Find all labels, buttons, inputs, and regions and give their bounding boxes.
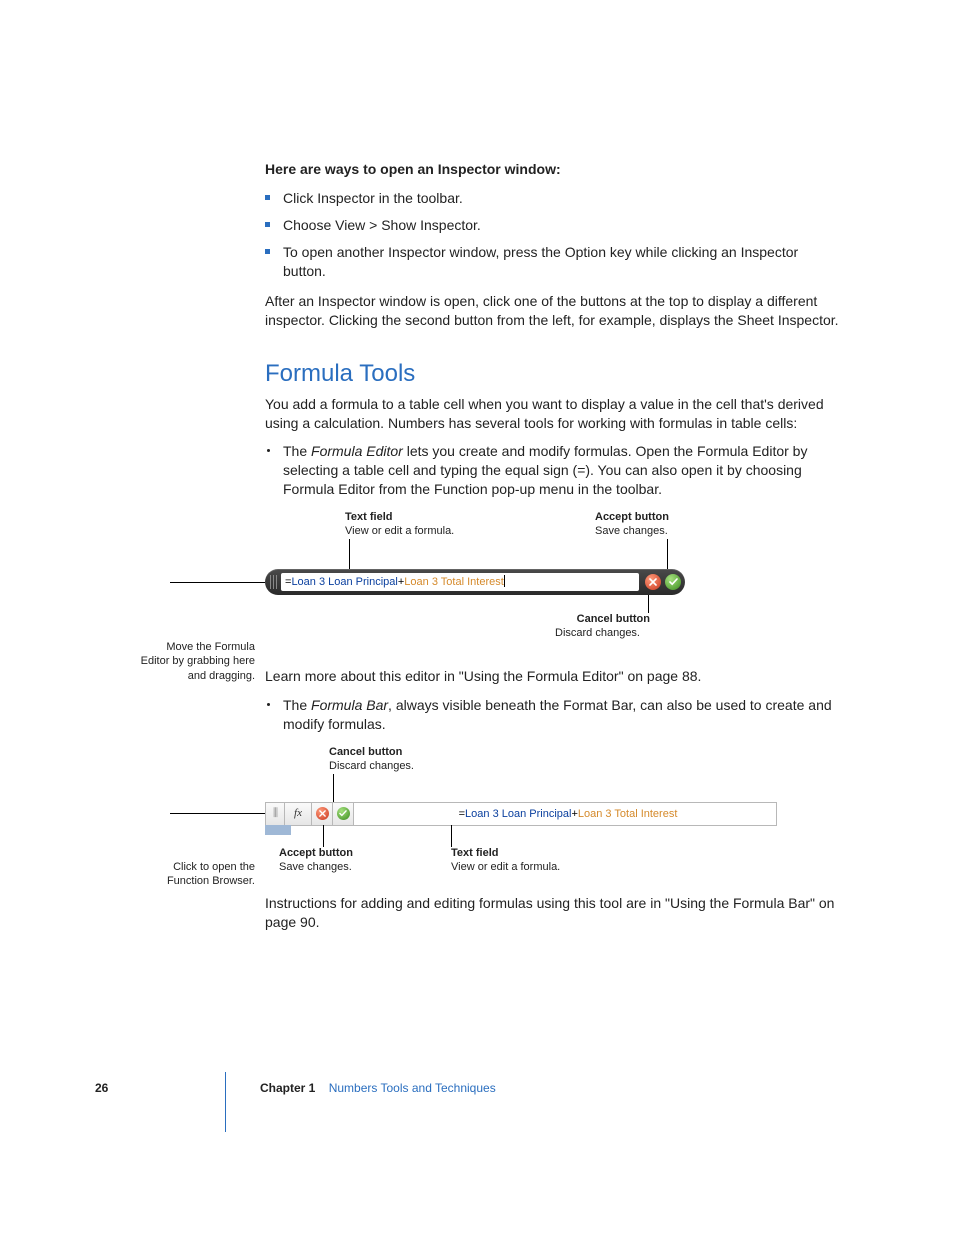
callout-label: Text field	[345, 511, 454, 525]
formula-token: Loan 3 Total Interest	[578, 803, 677, 825]
callout-line	[648, 595, 649, 613]
callout-desc: Discard changes.	[329, 760, 414, 772]
text-em: Formula Editor	[311, 443, 403, 459]
callout-cancel: Cancel button Discard changes.	[329, 746, 414, 774]
formula-field[interactable]: =Loan 3 Loan Principal+Loan 3 Total Inte…	[354, 803, 776, 825]
formula-token: Loan 3 Loan Principal	[291, 576, 397, 588]
list-item: Choose View > Show Inspector.	[265, 216, 839, 235]
list-item: The Formula Editor lets you create and m…	[265, 442, 839, 499]
section-lead: You add a formula to a table cell when y…	[265, 395, 839, 433]
callout-desc: View or edit a formula.	[345, 525, 454, 537]
text: The	[283, 443, 311, 459]
formula-token: Loan 3 Total Interest	[404, 576, 503, 588]
text-caret	[504, 575, 505, 587]
side-callout-bar: Click to open the Function Browser.	[143, 860, 255, 889]
footer-rule	[225, 1072, 226, 1132]
learn-more-1: Learn more about this editor in "Using t…	[265, 667, 839, 686]
list-item: To open another Inspector window, press …	[265, 243, 839, 281]
callout-textfield: Text field View or edit a formula.	[451, 847, 560, 875]
callout-line	[170, 813, 265, 814]
text-em: Formula Bar	[311, 697, 388, 713]
accept-icon	[337, 807, 350, 820]
callout-line	[170, 582, 265, 583]
callout-label: Text field	[451, 847, 560, 861]
section-list-2: The Formula Bar, always visible beneath …	[265, 696, 839, 734]
text: The	[283, 697, 311, 713]
callout-cancel-desc: Discard changes.	[555, 627, 640, 641]
formula-bar-figure: Cancel button Discard changes. ⫼ fx	[265, 746, 839, 886]
callout-desc: Move the Formula Editor by grabbing here…	[141, 641, 255, 682]
intro-list: Click Inspector in the toolbar. Choose V…	[265, 189, 839, 281]
callout-line	[451, 825, 452, 847]
formula-field[interactable]: =Loan 3 Loan Principal+Loan 3 Total Inte…	[281, 573, 639, 591]
callout-textfield: Text field View or edit a formula.	[345, 511, 454, 539]
callout-label: Accept button	[279, 847, 353, 861]
formula-bar: ⫼ fx =Loan 3 Loan Principal+Loan 3 Total…	[265, 802, 777, 826]
callout-line	[333, 774, 334, 802]
callout-label: Cancel button	[329, 746, 414, 760]
callout-desc: Discard changes.	[555, 627, 640, 639]
intro-after: After an Inspector window is open, click…	[265, 292, 839, 330]
callout-label: Cancel button	[555, 613, 650, 627]
selection-indicator	[265, 825, 291, 835]
cancel-button[interactable]	[312, 803, 333, 825]
intro-heading: Here are ways to open an Inspector windo…	[265, 160, 839, 179]
chapter-label: Chapter 1	[260, 1081, 315, 1095]
callout-cancel: Cancel button	[555, 613, 650, 627]
chapter-title: Numbers Tools and Techniques	[329, 1081, 496, 1095]
callout-desc: Click to open the Function Browser.	[167, 861, 255, 887]
learn-more-2: Instructions for adding and editing form…	[265, 894, 839, 932]
editor-buttons	[639, 574, 681, 590]
callout-desc: View or edit a formula.	[451, 861, 560, 873]
page-number: 26	[95, 1080, 108, 1096]
section-title: Formula Tools	[265, 358, 839, 390]
cancel-icon[interactable]	[645, 574, 661, 590]
callout-line	[667, 539, 668, 569]
list-item: The Formula Bar, always visible beneath …	[265, 696, 839, 734]
callout-line	[349, 539, 350, 569]
accept-button[interactable]	[333, 803, 354, 825]
page-footer: 26 Chapter 1 Numbers Tools and Technique…	[95, 1080, 854, 1120]
drag-handle[interactable]: ⫼	[266, 803, 285, 825]
list-item: Click Inspector in the toolbar.	[265, 189, 839, 208]
content-column: Here are ways to open an Inspector windo…	[265, 160, 839, 942]
formula-editor[interactable]: =Loan 3 Loan Principal+Loan 3 Total Inte…	[265, 569, 685, 595]
section-list: The Formula Editor lets you create and m…	[265, 442, 839, 499]
drag-handle[interactable]	[265, 569, 281, 595]
callout-line	[323, 825, 324, 847]
callout-label: Accept button	[595, 511, 669, 525]
formula-editor-figure: Text field View or edit a formula. Accep…	[265, 511, 839, 661]
callout-accept: Accept button Save changes.	[595, 511, 669, 539]
page: Here are ways to open an Inspector windo…	[0, 0, 954, 1235]
formula-token: Loan 3 Loan Principal	[465, 803, 571, 825]
chapter-ref: Chapter 1 Numbers Tools and Techniques	[260, 1080, 496, 1096]
accept-icon[interactable]	[665, 574, 681, 590]
callout-desc: Save changes.	[279, 861, 352, 873]
cancel-icon	[316, 807, 329, 820]
side-callout-editor: Move the Formula Editor by grabbing here…	[135, 640, 255, 683]
callout-desc: Save changes.	[595, 525, 668, 537]
callout-accept: Accept button Save changes.	[279, 847, 353, 875]
function-browser-button[interactable]: fx	[285, 803, 312, 825]
